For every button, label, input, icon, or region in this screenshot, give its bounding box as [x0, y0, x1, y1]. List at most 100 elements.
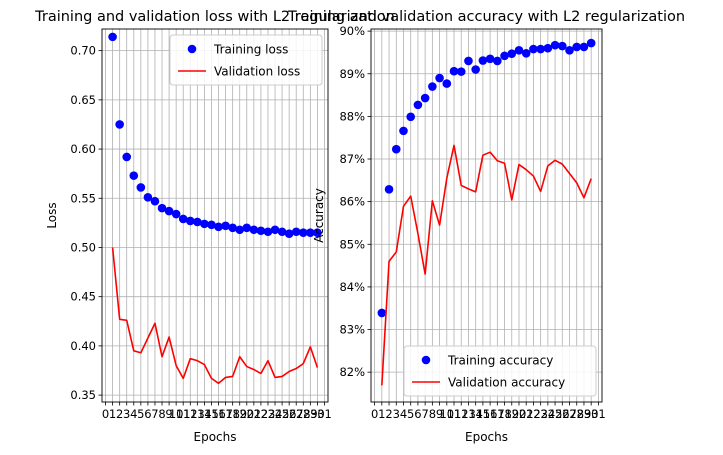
chart2-ytick-label-6: 88% [339, 109, 365, 123]
chart1-series-0-point-25 [284, 229, 294, 239]
chart2-series-0-point-11 [456, 67, 466, 76]
chart2-xtick-label-20: 20 [512, 407, 527, 421]
chart2-legend-label-0: Training accuracy [447, 354, 553, 368]
chart1-legend-label-1: Validation loss [214, 65, 300, 79]
chart1-series-0-point-7 [157, 203, 167, 213]
chart2-ytick-label-4: 86% [339, 195, 365, 209]
chart2-legend-box [403, 345, 597, 397]
chart1-legend: Training loss Validation loss [169, 34, 323, 86]
chart1-xtick-label-18: 18 [225, 407, 240, 421]
chart1: 0 1 2 3 4 5 6 7 8 9101112131415161718192021222324… [34, 9, 395, 444]
chart2-xtick-label-31: 31 [591, 407, 606, 421]
chart2: 0 1 2 3 4 5 6 7 8 9101112131415161718192021222324… [287, 9, 685, 444]
chart1-xtick-label-3: 3 [123, 407, 130, 421]
chart1-xtick-label-19: 19 [232, 407, 247, 421]
chart1-legend-marker-0 [187, 44, 197, 54]
chart2-series-0-point-4 [406, 112, 416, 122]
chart1-xtick-label-4: 4 [130, 407, 137, 421]
chart1-series-line-1 [111, 247, 319, 385]
chart2-series-0-point-9 [442, 79, 452, 88]
chart2-series-0-point-19 [514, 46, 524, 55]
chart1-series-0-point-29 [313, 228, 322, 238]
chart2-ytick-label-1: 83% [339, 323, 365, 337]
chart2-series-0-point-27 [572, 42, 582, 52]
chart1-ytick-label-2: 0.45 [70, 290, 96, 304]
chart1-series-0-point-13 [200, 219, 209, 229]
chart1-series-0-point-14 [207, 220, 216, 230]
chart1-ytick-label-5: 0.60 [70, 142, 96, 156]
chart2-xtick-label-2: 2 [385, 407, 392, 421]
chart2-ytick-label-7: 89% [339, 67, 365, 81]
chart2-xtick-label-3: 3 [393, 407, 400, 421]
chart2-series-0-point-16 [493, 56, 502, 66]
chart2-series-0-point-28 [579, 42, 589, 52]
chart1-xtick-label-24: 24 [268, 407, 283, 421]
chart1-series-0-point-21 [256, 226, 266, 236]
chart1-series-0-point-10 [178, 214, 188, 224]
chart2-xtick-label-7: 7 [421, 407, 428, 421]
chart1-ytick-label-3: 0.50 [70, 240, 96, 254]
chart1-series-0-point-24 [277, 227, 287, 237]
chart2-xtick-label-25: 25 [548, 407, 563, 421]
chart2-series-0-point-7 [428, 82, 437, 91]
chart2-series-line-1 [381, 144, 592, 386]
chart1-xtick-label-25: 25 [275, 407, 290, 421]
chart1-ytick-label-0: 0.35 [70, 388, 96, 402]
chart2-xtick-label-11: 11 [447, 407, 462, 421]
chart2-xtick-label-19: 19 [504, 407, 519, 421]
chart1-series-0-point-8 [164, 206, 174, 216]
chart1-series-0-point-0 [108, 32, 117, 42]
chart2-xtick-label-18: 18 [497, 407, 512, 421]
chart2-series-0-point-14 [478, 56, 488, 65]
chart2-series-0-point-2 [391, 144, 401, 154]
chart2-series-0-point-8 [435, 73, 444, 83]
chart1-legend-box [169, 34, 323, 86]
chart2-xtick-label-23: 23 [533, 407, 548, 421]
chart1-series-0-point-22 [263, 227, 273, 237]
chart2-xtick-label-21: 21 [519, 407, 534, 421]
chart2-xtick-label-0: 0 [371, 407, 378, 421]
chart2-series-0-point-17 [500, 51, 509, 61]
chart1-frame [101, 28, 329, 403]
chart2-series-0-point-29 [586, 38, 596, 48]
chart2-xtick-label-17: 17 [490, 407, 505, 421]
chart2-title: Training and validation accuracy with L2… [287, 9, 685, 25]
chart1-xtick-label-20: 20 [239, 407, 254, 421]
chart1-xtick-label-15: 15 [204, 407, 219, 421]
chart2-series-0-point-6 [420, 93, 430, 103]
chart1-series-0-point-17 [228, 223, 237, 233]
chart2-series-0-point-26 [565, 46, 574, 55]
chart2-series-0-point-24 [550, 40, 560, 50]
chart1-series-0-point-27 [298, 228, 308, 238]
chart1-ytick-label-7: 0.70 [70, 44, 96, 58]
chart2-legend-label-1: Validation accuracy [448, 376, 565, 390]
chart2-series-0-point-13 [471, 65, 480, 74]
chart1-xtick-label-31: 31 [317, 407, 332, 421]
chart1-xtick-label-27: 27 [289, 407, 304, 421]
chart2-xtick-label-16: 16 [483, 407, 498, 421]
chart1-series-0-point-12 [193, 217, 202, 227]
chart1-xtick-label-23: 23 [261, 407, 276, 421]
chart1-ytick-label-6: 0.65 [70, 93, 96, 107]
chart2-ytick-label-3: 85% [339, 237, 365, 251]
chart2-series-0-point-25 [557, 41, 567, 51]
chart2-xtick-label-5: 5 [407, 407, 414, 421]
chart1-xlabel: Epochs [194, 430, 237, 444]
chart1-xtick-label-28: 28 [296, 407, 311, 421]
chart2-xtick-label-13: 13 [461, 407, 476, 421]
chart2-ytick-label-0: 82% [339, 365, 365, 379]
chart2-xtick-label-22: 22 [526, 407, 541, 421]
chart2-ytick-label-5: 87% [339, 152, 365, 166]
chart2-ytick-label-2: 84% [339, 280, 365, 294]
chart1-series-0-point-5 [143, 192, 153, 202]
chart2-ylabel: Accuracy [312, 188, 326, 243]
chart1-xtick-label-8: 8 [158, 407, 165, 421]
chart1-series-0-point-15 [214, 222, 223, 232]
chart2-series-0-point-10 [449, 66, 459, 76]
chart2-series-0-point-1 [384, 184, 394, 194]
chart1-ytick-label-4: 0.55 [70, 191, 96, 205]
chart1-series-0-point-1 [115, 120, 124, 129]
chart1-xtick-label-1: 1 [109, 407, 116, 421]
chart2-series-0-point-20 [521, 48, 531, 58]
